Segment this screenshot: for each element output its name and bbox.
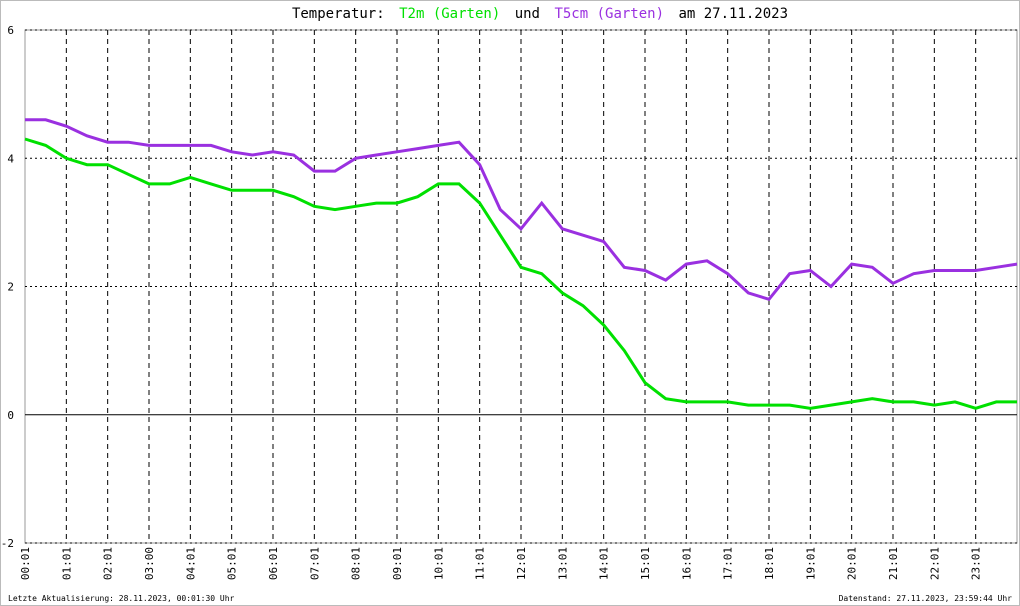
x-tick-label: 04:01 xyxy=(184,547,197,580)
series-line xyxy=(24,137,1017,410)
x-tick-label: 01:01 xyxy=(60,547,73,580)
footer-right: Datenstand: 27.11.2023, 23:59:44 Uhr xyxy=(839,594,1013,603)
x-tick-label: 20:01 xyxy=(846,547,859,580)
x-tick-label: 12:01 xyxy=(515,547,528,580)
x-tick-label: 21:01 xyxy=(887,547,900,580)
x-tick-label: 23:01 xyxy=(970,547,983,580)
legend-entry: T2m (Garten) xyxy=(399,6,500,22)
x-tick-label: 07:01 xyxy=(308,547,321,580)
x-tick-label: 10:01 xyxy=(432,547,445,580)
x-tick-label: 22:01 xyxy=(928,547,941,580)
y-tick-label: -2 xyxy=(1,537,14,550)
x-tick-label: 05:01 xyxy=(226,547,239,580)
y-tick-label: 6 xyxy=(7,24,14,37)
series-line xyxy=(25,118,1018,302)
x-tick-label: 13:01 xyxy=(556,547,569,580)
chart-title: Temperatur: T2m (Garten) und T5cm (Garte… xyxy=(292,6,788,22)
x-tick-label: 11:01 xyxy=(474,547,487,580)
x-tick-label: 14:01 xyxy=(598,547,611,580)
title-join: und xyxy=(515,6,540,22)
title-suffix: am 27.11.2023 xyxy=(678,6,788,22)
x-tick-label: 00:01 xyxy=(19,547,32,580)
x-tick-label: 16:01 xyxy=(680,547,693,580)
x-tick-label: 02:01 xyxy=(102,547,115,580)
footer-left: Letzte Aktualisierung: 28.11.2023, 00:01… xyxy=(8,594,235,603)
x-tick-label: 18:01 xyxy=(763,547,776,580)
x-tick-label: 19:01 xyxy=(804,547,817,580)
x-tick-label: 08:01 xyxy=(350,547,363,580)
title-prefix: Temperatur: xyxy=(292,6,385,22)
x-tick-label: 15:01 xyxy=(639,547,652,580)
x-tick-label: 09:01 xyxy=(391,547,404,580)
y-tick-label: 0 xyxy=(7,409,14,422)
x-tick-label: 06:01 xyxy=(267,547,280,580)
y-tick-label: 4 xyxy=(7,152,14,165)
legend-entry: T5cm (Garten) xyxy=(554,6,664,22)
x-tick-label: 17:01 xyxy=(722,547,735,580)
x-tick-label: 03:00 xyxy=(143,547,156,580)
y-tick-label: 2 xyxy=(7,281,14,294)
